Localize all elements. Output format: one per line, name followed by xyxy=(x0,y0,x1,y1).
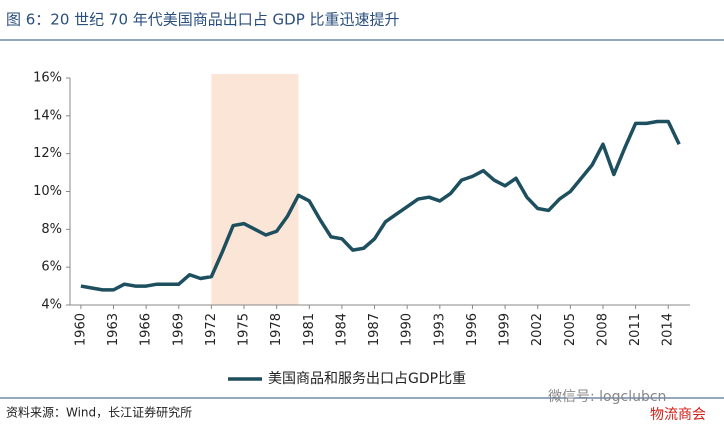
y-tick-label: 14% xyxy=(33,108,62,123)
x-tick-label: 1960 xyxy=(73,313,88,346)
x-tick-label: 1996 xyxy=(465,313,480,346)
legend-label: 美国商品和服务出口占GDP比重 xyxy=(268,371,466,387)
chart-title: 图 6：20 世纪 70 年代美国商品出口占 GDP 比重迅速提升 xyxy=(6,11,400,29)
x-tick-label: 1963 xyxy=(106,313,121,346)
x-tick-label: 1987 xyxy=(367,313,382,346)
y-tick-label: 8% xyxy=(41,222,62,237)
data-line xyxy=(80,119,681,292)
x-tick-label: 1993 xyxy=(432,313,447,346)
x-tick-label: 1990 xyxy=(400,313,415,346)
y-tick-label: 4% xyxy=(41,298,62,313)
y-tick-label: 16% xyxy=(33,71,62,86)
x-tick-label: 2005 xyxy=(563,313,578,346)
y-tick-label: 12% xyxy=(33,146,62,161)
y-tick-label: 10% xyxy=(33,184,62,199)
x-tick-label: 1984 xyxy=(334,313,349,346)
watermark: 物流商会 xyxy=(650,407,706,423)
x-tick-label: 1999 xyxy=(498,313,513,346)
source: 资料来源：Wind，长江证券研究所 xyxy=(6,405,192,420)
x-tick-label: 1969 xyxy=(171,313,186,346)
x-tick-label: 1975 xyxy=(237,313,252,346)
y-tick-label: 6% xyxy=(41,260,62,275)
x-tick-label: 1981 xyxy=(302,313,317,346)
x-tick-label: 1978 xyxy=(269,313,284,346)
x-tick-label: 2002 xyxy=(530,313,545,346)
x-tick-label: 1972 xyxy=(204,313,219,346)
x-tick-label: 2014 xyxy=(661,313,676,346)
x-tick-label: 2011 xyxy=(628,313,643,346)
watermark: 微信号: logclubcn xyxy=(548,389,666,405)
x-tick-label: 1966 xyxy=(139,313,154,346)
highlight-band xyxy=(211,74,299,305)
x-tick-label: 2008 xyxy=(595,313,610,346)
